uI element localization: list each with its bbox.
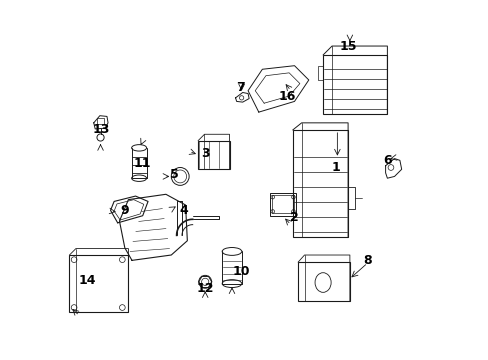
Bar bbox=[269, 193, 296, 216]
Text: 13: 13 bbox=[93, 123, 110, 136]
Bar bbox=[323, 55, 386, 114]
Text: 2: 2 bbox=[289, 211, 298, 224]
Text: 1: 1 bbox=[330, 161, 339, 174]
Bar bbox=[69, 255, 128, 312]
Text: 8: 8 bbox=[363, 254, 371, 267]
Text: 10: 10 bbox=[232, 265, 249, 278]
Text: 15: 15 bbox=[339, 40, 356, 53]
Bar bbox=[292, 130, 347, 237]
Text: 12: 12 bbox=[196, 283, 214, 296]
Text: 3: 3 bbox=[201, 147, 209, 160]
Bar bbox=[198, 141, 230, 169]
Bar bbox=[272, 195, 293, 213]
Text: 11: 11 bbox=[134, 157, 151, 170]
Bar bbox=[298, 262, 349, 301]
Text: 7: 7 bbox=[236, 81, 245, 94]
Text: 14: 14 bbox=[79, 274, 96, 287]
Text: 5: 5 bbox=[170, 168, 179, 181]
Text: 6: 6 bbox=[382, 154, 391, 167]
Text: 9: 9 bbox=[120, 204, 129, 217]
Text: 4: 4 bbox=[179, 204, 188, 217]
Text: 16: 16 bbox=[278, 90, 295, 103]
